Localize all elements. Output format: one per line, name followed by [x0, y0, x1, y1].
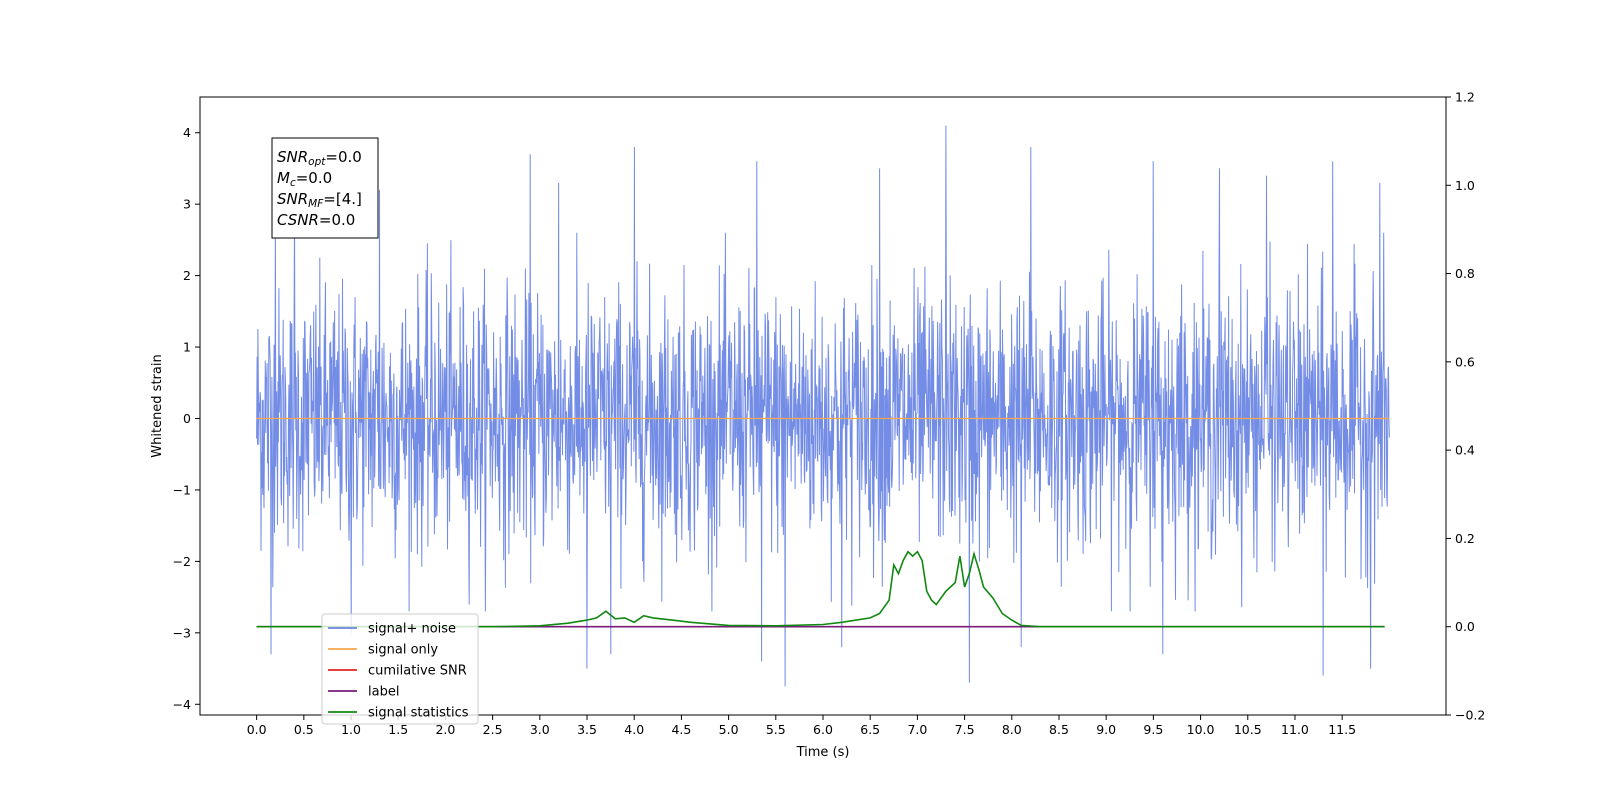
x-tick-label: 9.0: [1096, 722, 1116, 737]
y-tick-label: 1: [183, 340, 191, 355]
y2-tick-label: 1.0: [1455, 178, 1475, 193]
y2-tick-label: 0.2: [1455, 531, 1475, 546]
x-tick-label: 10.5: [1234, 722, 1262, 737]
legend-label: signal statistics: [368, 706, 469, 721]
x-tick-label: 7.5: [955, 722, 975, 737]
x-tick-label: 1.5: [388, 722, 408, 737]
x-tick-label: 1.0: [341, 722, 361, 737]
y-tick-label: 2: [183, 268, 191, 283]
y-axis-right: −0.2 0.0 0.2 0.4 0.6 0.8 1.0 1.2: [1446, 90, 1485, 723]
x-tick-label: 2.5: [483, 722, 503, 737]
x-tick-label: 2.0: [435, 722, 455, 737]
x-tick-label: 8.0: [1002, 722, 1022, 737]
x-tick-label: 4.0: [624, 722, 644, 737]
y2-tick-label: 0.6: [1455, 354, 1475, 369]
y-tick-label: 4: [183, 125, 191, 140]
y-tick-label: −4: [173, 697, 191, 712]
x-tick-label: 3.5: [577, 722, 597, 737]
x-axis-label: Time (s): [796, 745, 850, 760]
legend: signal+ noise signal only cumilative SNR la…: [321, 613, 479, 725]
y2-tick-label: 0.4: [1455, 443, 1475, 458]
y-axis-label: Whitened strain: [150, 354, 165, 457]
y-tick-label: −3: [173, 625, 191, 640]
legend-label: label: [368, 685, 399, 700]
y2-tick-label: 0.8: [1455, 266, 1475, 281]
legend-label: cumilative SNR: [368, 664, 467, 679]
series-line-signal-noise: [256, 125, 1390, 687]
x-tick-label: 5.0: [719, 722, 739, 737]
y2-tick-label: 0.0: [1455, 619, 1475, 634]
x-tick-label: 0.0: [247, 722, 267, 737]
y-tick-label: 0: [183, 411, 191, 426]
x-tick-label: 10.0: [1187, 722, 1215, 737]
x-tick-label: 8.5: [1049, 722, 1069, 737]
annotation-line: SNRMF=[4.]: [277, 190, 362, 210]
annotation-line: CSNR=0.0: [277, 211, 355, 229]
y-axis-left: −4 −3 −2 −1 0 1 2 3 4: [173, 125, 200, 712]
x-tick-label: 9.5: [1143, 722, 1163, 737]
x-tick-label: 7.0: [907, 722, 927, 737]
x-tick-label: 5.5: [766, 722, 786, 737]
x-tick-label: 0.5: [294, 722, 314, 737]
y-tick-label: −1: [173, 482, 191, 497]
y-tick-label: 3: [183, 197, 191, 212]
series-line-signal-statistics: [256, 550, 1385, 628]
legend-label: signal only: [368, 643, 438, 658]
y2-tick-label: 1.2: [1455, 90, 1475, 105]
x-tick-label: 11.0: [1281, 722, 1309, 737]
annotation-line: SNRopt=0.0: [277, 148, 362, 168]
y-tick-label: −2: [173, 554, 191, 569]
x-tick-label: 6.0: [813, 722, 833, 737]
y2-tick-label: −0.2: [1455, 708, 1485, 723]
x-axis: 0.0 0.5 1.0 1.5 2.0 2.5 3.0 3.5 4.0 4.5 5.0 5.5 6.0 6…: [247, 715, 1356, 737]
x-tick-label: 11.5: [1328, 722, 1356, 737]
x-tick-label: 3.0: [530, 722, 550, 737]
x-tick-label: 4.5: [671, 722, 691, 737]
annotation-line: Mc=0.0: [277, 169, 332, 189]
legend-label: signal+ noise: [368, 622, 456, 637]
series-layer: [256, 125, 1390, 687]
x-tick-label: 6.5: [860, 722, 880, 737]
